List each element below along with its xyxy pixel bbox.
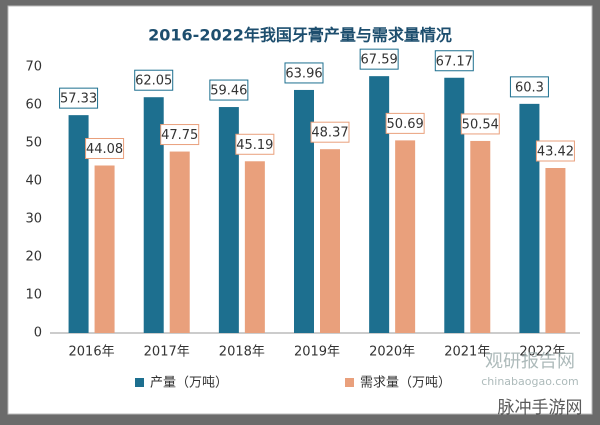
value-label-box bbox=[359, 48, 399, 70]
bar bbox=[470, 140, 491, 333]
x-tick-label: 2020年 bbox=[369, 345, 415, 360]
value-label: 44.08 bbox=[86, 142, 123, 157]
y-tick-label: 20 bbox=[25, 250, 42, 265]
value-label-box bbox=[209, 79, 249, 101]
value-label: 67.59 bbox=[361, 53, 398, 68]
value-label-box bbox=[160, 124, 200, 146]
value-label-box bbox=[509, 76, 549, 98]
value-label-box bbox=[59, 87, 99, 109]
bar bbox=[320, 149, 340, 333]
bar bbox=[444, 77, 465, 333]
bar bbox=[143, 97, 164, 334]
x-tick-label: 2022年 bbox=[519, 345, 565, 360]
x-tick-label: 2016年 bbox=[69, 345, 115, 360]
x-tick-label: 2019年 bbox=[294, 345, 340, 360]
value-label-box bbox=[535, 140, 575, 162]
bar bbox=[244, 161, 265, 333]
value-label-box bbox=[310, 121, 350, 143]
value-label: 59.46 bbox=[210, 84, 247, 99]
x-tick-label: 2017年 bbox=[144, 345, 190, 360]
legend-swatch bbox=[345, 378, 354, 387]
value-label: 57.33 bbox=[60, 92, 97, 107]
x-tick-label: 2018年 bbox=[219, 345, 265, 360]
legend-label: 需求量（万吨） bbox=[360, 376, 451, 391]
bar bbox=[369, 76, 390, 334]
bar bbox=[395, 140, 416, 333]
value-label-box bbox=[284, 62, 324, 84]
legend-label: 产量（万吨） bbox=[150, 376, 228, 391]
value-label-box bbox=[85, 137, 125, 159]
y-tick-label: 10 bbox=[25, 288, 42, 303]
value-label-box bbox=[460, 113, 500, 135]
y-tick-label: 40 bbox=[25, 174, 42, 189]
value-label: 63.96 bbox=[285, 66, 322, 81]
value-label-box bbox=[134, 69, 174, 91]
y-tick-label: 70 bbox=[25, 60, 42, 75]
y-tick-label: 0 bbox=[34, 326, 42, 341]
value-label: 45.19 bbox=[236, 138, 273, 153]
value-label-box bbox=[434, 50, 474, 72]
value-label: 50.54 bbox=[462, 117, 499, 132]
legend-swatch bbox=[135, 378, 144, 387]
bar bbox=[294, 89, 314, 334]
bar bbox=[519, 103, 540, 333]
value-label: 43.42 bbox=[537, 145, 574, 160]
x-tick-label: 2021年 bbox=[444, 345, 490, 360]
watermark: 脉冲手游网 bbox=[498, 398, 583, 418]
watermark: 观研报告网 bbox=[485, 351, 575, 372]
value-label: 47.75 bbox=[161, 128, 198, 143]
value-label: 48.37 bbox=[311, 126, 348, 141]
bar bbox=[169, 151, 190, 333]
value-label-box bbox=[235, 133, 275, 155]
value-label: 60.3 bbox=[515, 80, 544, 95]
y-tick-label: 30 bbox=[25, 212, 42, 227]
bar bbox=[68, 115, 89, 334]
chart-title: 2016-2022年我国牙膏产量与需求量情况 bbox=[148, 26, 452, 45]
bar bbox=[218, 107, 239, 333]
watermark: chinabaogao.com bbox=[481, 375, 579, 388]
y-tick-label: 60 bbox=[25, 98, 42, 113]
bar bbox=[545, 168, 566, 333]
value-label: 62.05 bbox=[135, 74, 172, 89]
value-label: 50.69 bbox=[387, 117, 424, 132]
y-tick-label: 50 bbox=[25, 136, 42, 151]
value-label: 67.17 bbox=[436, 54, 473, 69]
value-label-box bbox=[385, 112, 425, 134]
bar bbox=[94, 165, 115, 333]
